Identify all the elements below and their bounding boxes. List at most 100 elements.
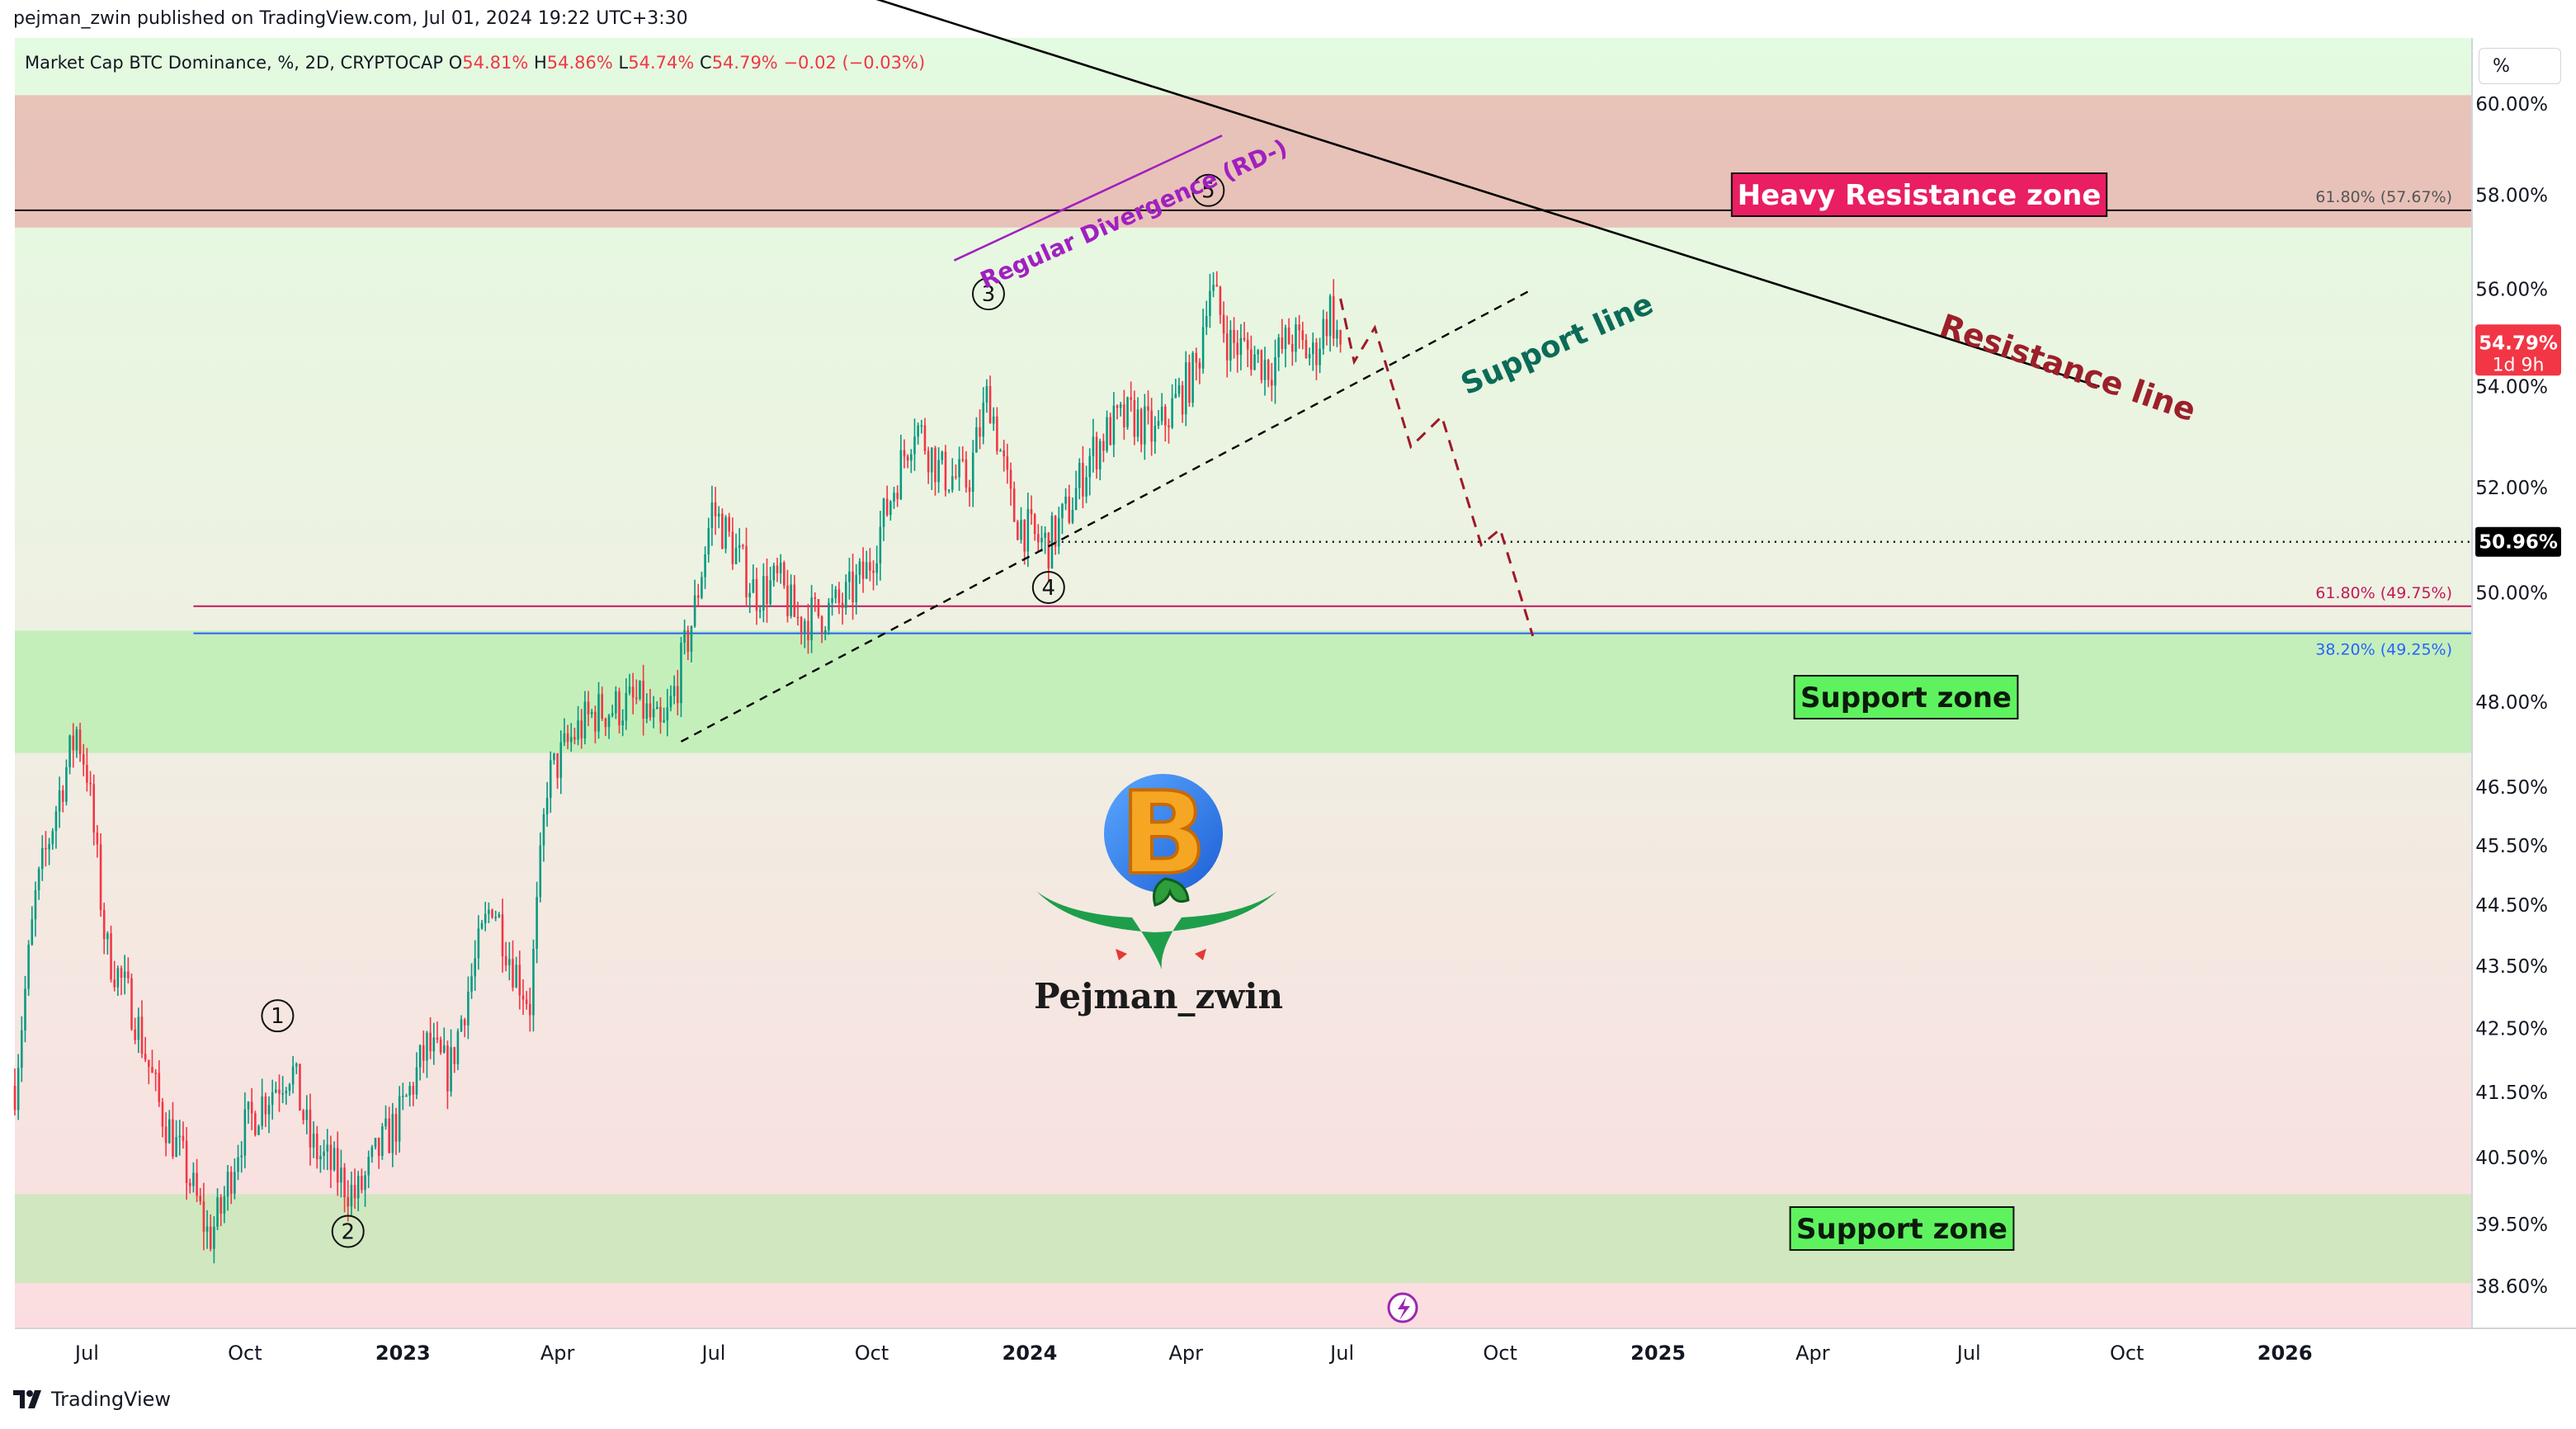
- candle-body: [1274, 356, 1276, 386]
- candle-body: [875, 563, 878, 573]
- candle-body: [415, 1067, 418, 1095]
- time-tick-label: Jul: [73, 1342, 99, 1365]
- price-scale[interactable]: 60.00% 58.00% 56.00% 54.00% 52.00% 50.00% 48.0…: [2475, 94, 2561, 1298]
- candle-body: [484, 913, 487, 923]
- candle-body: [550, 760, 552, 799]
- candle-body: [234, 1172, 236, 1194]
- candle-body: [68, 735, 71, 768]
- candle-body: [704, 554, 706, 578]
- candle-body: [453, 1047, 456, 1064]
- candle-body: [1098, 441, 1102, 469]
- wave-label: 4: [1042, 576, 1056, 601]
- candle-body: [1071, 509, 1074, 523]
- candle-body: [302, 1111, 304, 1120]
- current-price-label: 54.79%: [2479, 332, 2558, 354]
- time-tick-label: Oct: [855, 1342, 889, 1365]
- candle-body: [319, 1156, 322, 1160]
- candle-body: [418, 1045, 422, 1068]
- countdown-label: 1d 9h: [2493, 355, 2545, 375]
- candle-body: [618, 691, 620, 726]
- candle-body: [810, 597, 813, 641]
- candle-body: [1147, 406, 1149, 411]
- candle-body: [326, 1144, 329, 1152]
- candle-body: [1088, 455, 1092, 478]
- candle-body: [1339, 329, 1342, 345]
- candle-body: [508, 959, 511, 965]
- candle-body: [1160, 406, 1163, 422]
- price-tick-label: 38.60%: [2475, 1276, 2548, 1298]
- candle-body: [855, 574, 858, 603]
- time-tick-label: Jul: [701, 1342, 726, 1365]
- percent-scale-button[interactable]: %: [2479, 48, 2561, 84]
- zone-band: [15, 630, 2472, 753]
- candle-body: [758, 610, 762, 612]
- candle-body: [209, 1226, 212, 1249]
- trendlines-layer: [680, 0, 2100, 743]
- candle-body: [17, 1068, 20, 1111]
- candle-body: [199, 1196, 202, 1201]
- wave-circle: [1191, 173, 1225, 207]
- candle-body: [930, 447, 933, 473]
- candle-body: [148, 1059, 150, 1068]
- candle-body: [172, 1119, 174, 1157]
- candle-body: [247, 1101, 250, 1110]
- time-scale[interactable]: Jul Oct 2023 Apr Jul Oct 2024 Apr Jul Oct 2025 Apr J…: [73, 1342, 2313, 1365]
- candle-body: [168, 1119, 171, 1144]
- candle-body: [1136, 409, 1139, 437]
- candle-body: [92, 784, 96, 833]
- candle-body: [456, 1030, 460, 1064]
- wave-label: 3: [982, 282, 996, 307]
- candle-body: [1225, 333, 1229, 361]
- candle-body: [971, 452, 974, 493]
- candle-body: [271, 1092, 274, 1106]
- footer[interactable]: TradingView: [12, 1388, 171, 1411]
- candle-body: [281, 1093, 284, 1095]
- candle-body: [841, 602, 844, 608]
- candle-body: [1068, 496, 1071, 523]
- candle-body: [693, 595, 696, 627]
- candle-body: [1328, 295, 1332, 337]
- resistance-line: [875, 0, 2100, 388]
- candle-body: [295, 1063, 298, 1067]
- candle-body: [106, 933, 109, 940]
- candle-body: [724, 516, 727, 549]
- candles-layer: [13, 271, 1342, 1264]
- candle-body: [1271, 380, 1273, 386]
- close-label: C: [700, 53, 712, 73]
- candle-body: [1009, 469, 1012, 489]
- candle-body: [645, 703, 649, 719]
- candle-body: [1061, 503, 1064, 519]
- candle-body: [442, 1045, 446, 1053]
- candle-body: [979, 427, 981, 437]
- candle-body: [752, 579, 755, 593]
- heavy-resistance-label-box: [1730, 172, 2108, 217]
- price-tick-label: 54.00%: [2475, 376, 2548, 398]
- candle-body: [748, 592, 751, 597]
- candle-body: [793, 584, 796, 617]
- candle-body: [432, 1037, 436, 1052]
- candle-body: [113, 979, 116, 988]
- candle-body: [512, 959, 514, 988]
- candle-body: [350, 1185, 353, 1207]
- candle-body: [164, 1126, 167, 1144]
- price-tick-label: 42.50%: [2475, 1018, 2548, 1040]
- candle-body: [102, 910, 106, 940]
- price-tick-label: 44.50%: [2475, 895, 2548, 917]
- watermark-name: Pejman_zwin: [1034, 976, 1283, 1016]
- wave-circle: [1031, 570, 1065, 604]
- candle-body: [353, 1185, 356, 1199]
- candle-body: [261, 1096, 263, 1126]
- candle-body: [542, 814, 545, 846]
- price-tick-label: 39.50%: [2475, 1214, 2548, 1236]
- open-value: 54.81%: [462, 53, 529, 73]
- candle-body: [1144, 406, 1146, 445]
- candle-body: [1006, 456, 1009, 470]
- candle-body: [86, 764, 88, 783]
- candle-body: [45, 847, 47, 850]
- lightning-icon[interactable]: [1387, 1292, 1418, 1323]
- candle-body: [370, 1147, 374, 1158]
- candle-body: [1040, 537, 1043, 543]
- candle-body: [820, 616, 823, 634]
- candle-body: [869, 562, 871, 571]
